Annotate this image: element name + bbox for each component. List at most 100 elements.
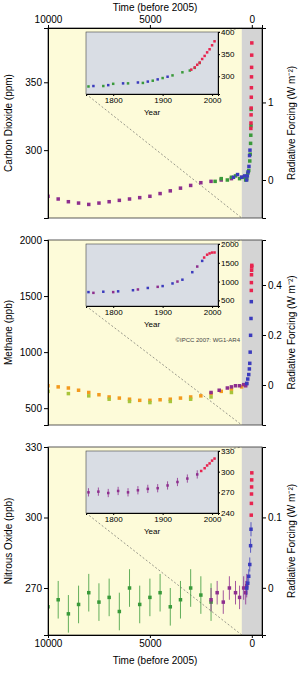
data-point — [250, 300, 254, 304]
plot-background — [48, 28, 262, 218]
data-point — [208, 462, 211, 465]
inset-y-tick: 270 — [218, 488, 235, 497]
data-point — [199, 593, 203, 597]
data-point — [107, 397, 111, 401]
data-point — [226, 386, 230, 390]
data-point — [249, 127, 253, 131]
x-tick: 10000 — [35, 635, 63, 649]
y-axis-title: Nitrous Oxide (ppb) — [3, 498, 14, 585]
inset-x-tick: 1900 — [154, 94, 172, 105]
data-point — [147, 488, 150, 491]
inset-x-tick-label: 1900 — [154, 96, 172, 105]
data-point — [194, 67, 197, 70]
data-point — [248, 362, 252, 366]
inset-x-tick: 1900 — [154, 513, 172, 524]
data-point — [246, 174, 250, 178]
inset-y-tick-mark — [218, 244, 220, 245]
plot-background — [48, 447, 262, 635]
y-tick: 330 — [25, 442, 48, 453]
data-point — [246, 582, 250, 586]
data-point — [250, 264, 254, 268]
data-point — [244, 178, 248, 182]
y2-tick: 0.1 — [262, 512, 282, 523]
data-point — [250, 502, 254, 506]
data-point — [171, 74, 174, 77]
series — [245, 522, 253, 595]
inset-x-tick-label: 1800 — [105, 308, 123, 317]
data-point — [247, 373, 251, 377]
data-point — [248, 159, 252, 163]
data-point — [245, 178, 249, 182]
data-point — [248, 148, 252, 152]
inset-y-tick-label: 2000 — [221, 240, 239, 249]
data-point — [92, 292, 95, 295]
data-point — [67, 612, 71, 616]
inset-x-axis: 180019002000 — [87, 513, 223, 524]
y2-tick-mark — [262, 385, 266, 386]
inset-y-tick-mark — [218, 282, 220, 283]
zoom-guide — [86, 306, 242, 425]
data-point — [138, 603, 142, 607]
data-point — [137, 288, 140, 291]
y-tick-mark — [44, 408, 48, 409]
inset-x-tick-label: 1900 — [154, 515, 172, 524]
y-axis-line — [44, 448, 49, 636]
inset-y-tick-label: 300 — [221, 72, 235, 81]
data-point — [249, 317, 253, 321]
inset-y-tick: 300 — [218, 72, 235, 81]
data-point — [107, 492, 110, 495]
inset-y-tick-mark — [218, 300, 220, 301]
data-point — [169, 605, 173, 609]
y2-tick-label: 0 — [268, 583, 274, 594]
data-point — [107, 84, 110, 87]
data-point — [215, 591, 219, 595]
data-point — [211, 251, 214, 254]
data-point — [234, 384, 238, 388]
plot-background — [48, 240, 262, 425]
data-point — [248, 563, 252, 567]
data-point — [137, 81, 140, 84]
series — [92, 265, 198, 294]
y2-tick-mark — [262, 180, 266, 181]
data-point — [169, 189, 173, 193]
data-point — [206, 253, 209, 256]
data-point — [247, 165, 251, 169]
data-point — [148, 401, 152, 405]
plot-frame — [48, 28, 262, 218]
inset-y-tick-mark — [218, 54, 220, 55]
series — [87, 62, 201, 88]
y-tick-label: 2000 — [20, 235, 43, 246]
data-point — [200, 470, 203, 473]
inset-y-tick-mark — [218, 32, 220, 33]
data-point — [87, 203, 91, 207]
inset-x-tick: 2000 — [204, 513, 222, 524]
data-point — [171, 282, 174, 285]
data-point — [118, 610, 122, 614]
recent-band — [242, 240, 262, 425]
series — [48, 390, 233, 405]
data-point — [250, 281, 254, 285]
data-point — [250, 485, 254, 489]
data-point — [250, 269, 254, 273]
data-point — [77, 201, 81, 205]
error-bar — [137, 486, 138, 494]
inset-y-tick-label: 500 — [221, 296, 235, 305]
inset: 180019002000240270300330Year — [86, 447, 235, 536]
y-tick-label: 300 — [25, 145, 42, 156]
series — [48, 176, 243, 207]
data-point — [245, 586, 249, 590]
error-bar — [98, 488, 99, 496]
inset-y-tick: 330 — [218, 447, 235, 456]
y-tick-mark — [44, 352, 48, 353]
series — [87, 260, 203, 294]
y-tick: 500 — [25, 403, 48, 414]
data-point — [209, 391, 213, 395]
data-point — [156, 286, 159, 289]
y-tick-label: 1500 — [20, 291, 43, 302]
data-point — [250, 66, 254, 70]
error-bar — [167, 481, 168, 489]
data-point — [112, 83, 115, 86]
data-point — [166, 75, 169, 78]
x-tick-mark — [252, 25, 253, 28]
x-tick-mark — [150, 25, 151, 28]
